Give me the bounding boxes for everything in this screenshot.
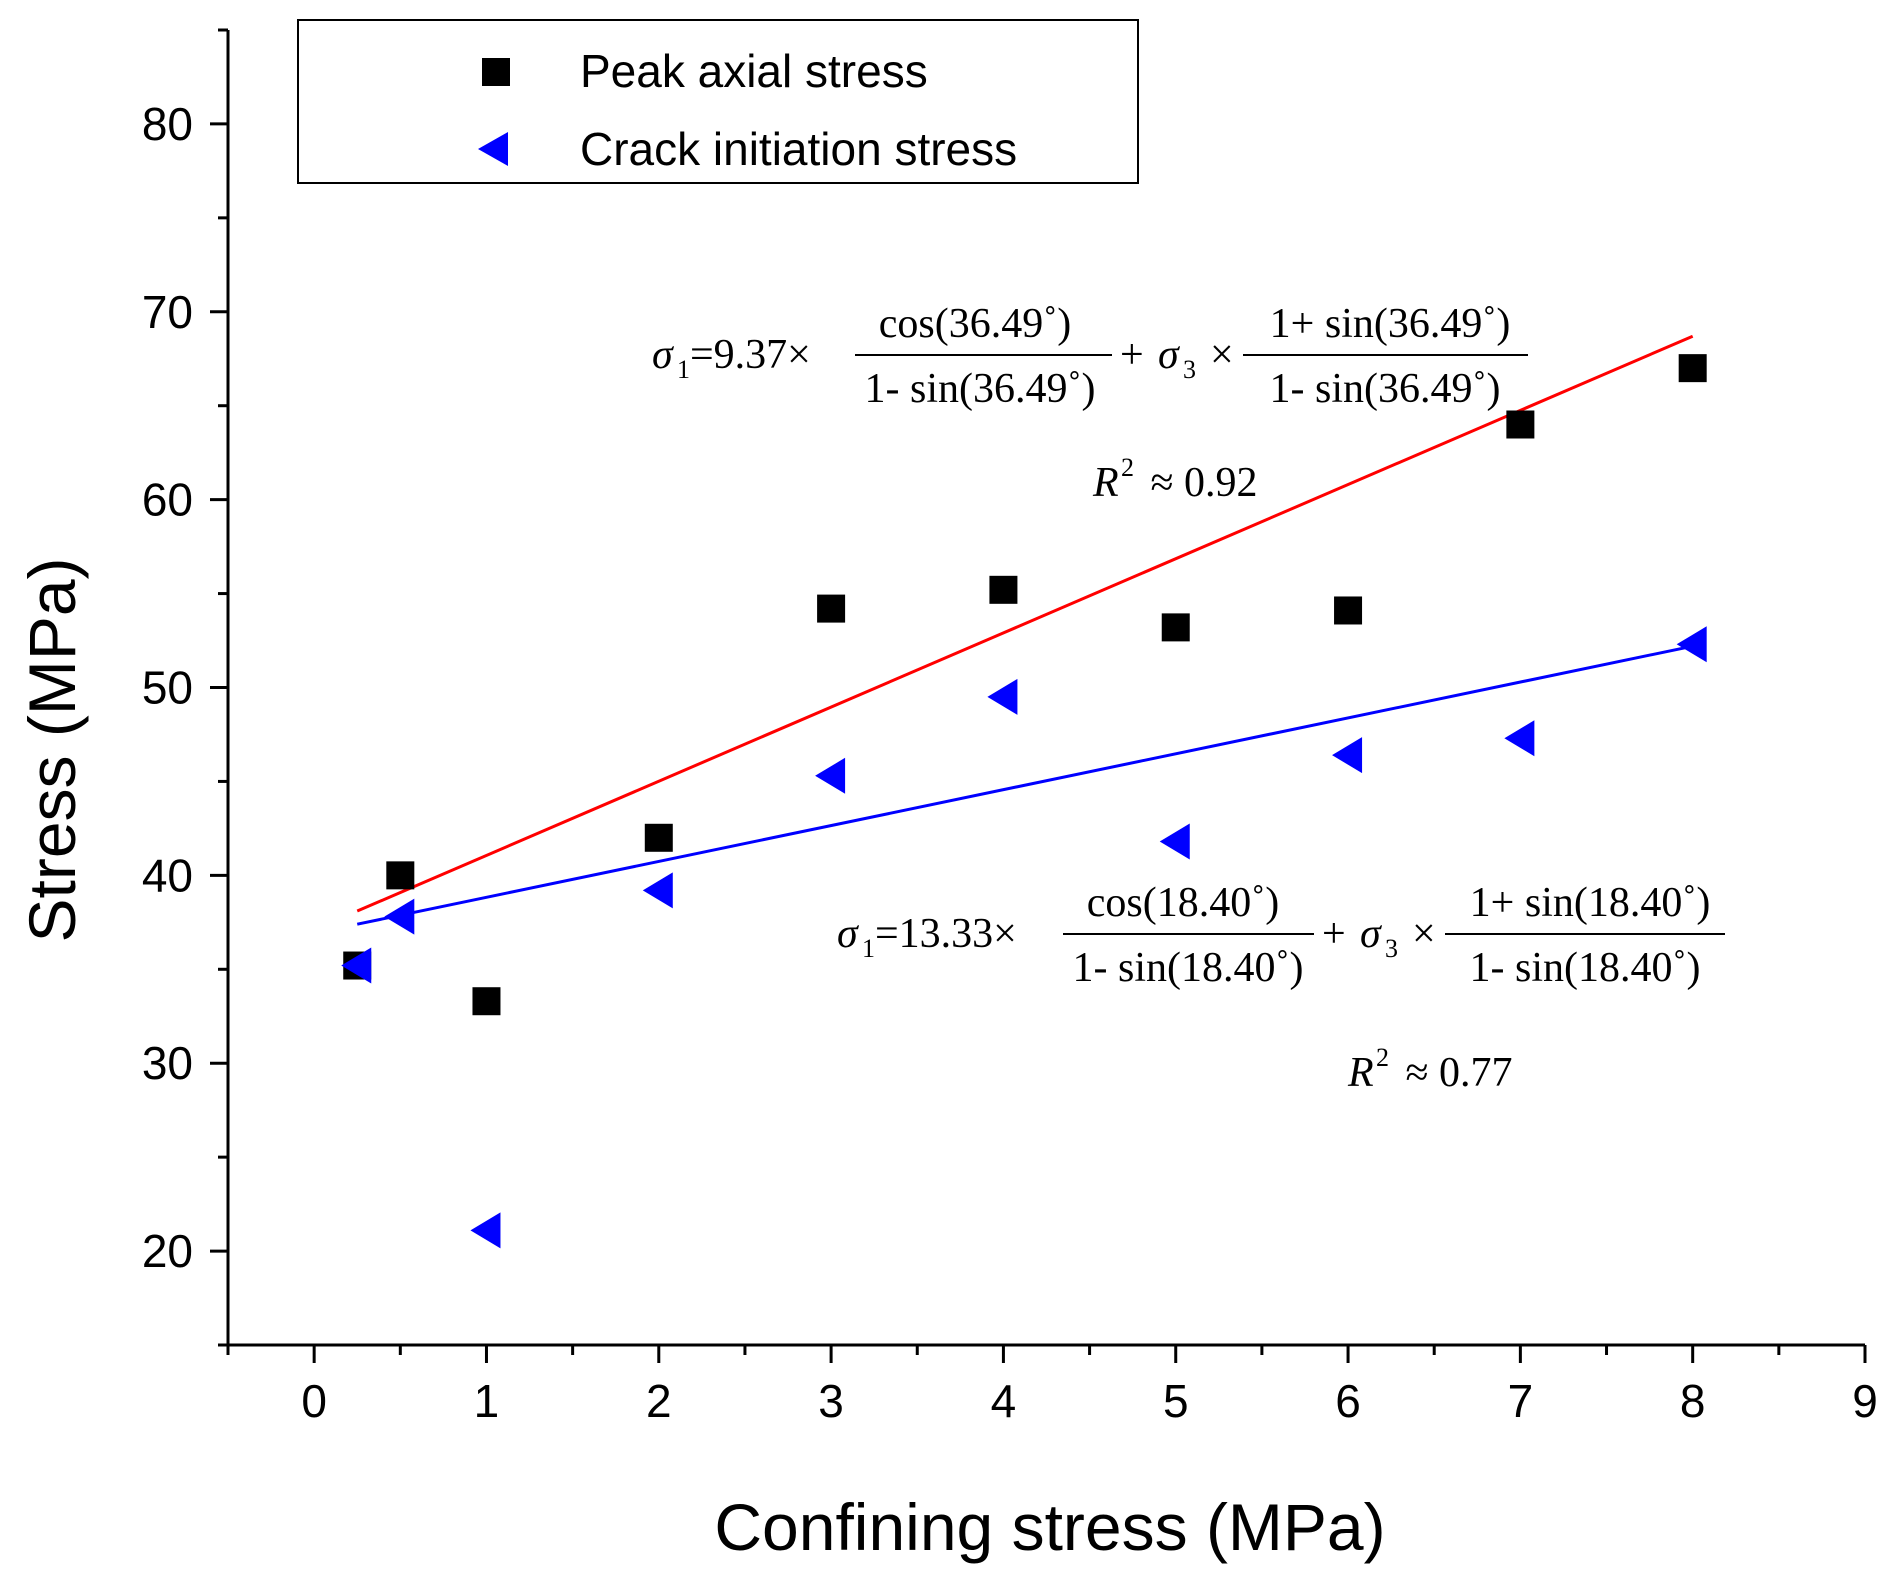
x-tick-label: 8	[1680, 1375, 1706, 1427]
crack-initiation-stress-point	[642, 872, 673, 909]
peak-axial-stress-point	[1506, 410, 1535, 439]
eq2-sigma1-sub: 1	[862, 934, 875, 963]
y-tick-label: 30	[142, 1037, 193, 1089]
eq1-frac2-numerator: 1+ sin(36.49˚)	[1270, 301, 1511, 347]
crack-initiation-stress-point	[815, 757, 846, 794]
axes: 0 1 2 3 4 5 6 7 8 9 20 30 40 50 60 70 80	[142, 28, 1878, 1427]
eq2-sigma3: σ	[1360, 911, 1383, 957]
eq2-r2-value: ≈ 0.77	[1395, 1050, 1513, 1096]
eq1-sigma3-sub: 3	[1183, 355, 1196, 384]
crack-initiation-stress-point	[987, 678, 1018, 715]
crack-initiation-stress-point	[384, 898, 415, 935]
x-axis-title: Confining stress (MPa)	[714, 1490, 1385, 1564]
crack-fit-equation: σ 1 =13.33× cos(18.40˚) 1- sin(18.40˚) +…	[837, 880, 1725, 991]
eq1-sigma1: σ	[652, 332, 675, 378]
markers	[341, 354, 1707, 1249]
peak-fit-r2: R 2 ≈ 0.92	[1092, 453, 1258, 506]
eq1-r2-label: R	[1092, 460, 1119, 506]
eq1-r2-exponent: 2	[1121, 453, 1134, 482]
x-tick-label: 1	[474, 1375, 500, 1427]
eq2-frac1-denominator: 1- sin(18.40˚)	[1073, 945, 1304, 991]
x-tick-label: 4	[991, 1375, 1017, 1427]
y-tick-label: 60	[142, 474, 193, 526]
y-tick-label: 20	[142, 1225, 193, 1277]
eq1-r2-value: ≈ 0.92	[1140, 460, 1258, 506]
peak-axial-stress-point	[1161, 613, 1190, 642]
crack-fit-r2: R 2 ≈ 0.77	[1347, 1043, 1513, 1096]
crack-initiation-stress-point	[1159, 823, 1190, 860]
crack-initiation-stress-point	[341, 947, 372, 984]
crack-initiation-stress-point	[470, 1212, 501, 1249]
eq1-plus: +	[1120, 332, 1144, 378]
legend-peak-label: Peak axial stress	[580, 45, 928, 97]
y-tick-label: 40	[142, 849, 193, 901]
legend-crack-label: Crack initiation stress	[580, 123, 1017, 175]
crack-initiation-stress-point	[1676, 626, 1707, 663]
x-tick-label: 6	[1335, 1375, 1361, 1427]
x-tick-label: 3	[818, 1375, 844, 1427]
eq1-sigma1-sub: 1	[677, 355, 690, 384]
legend-crack-marker	[478, 132, 508, 166]
peak-axial-stress-point	[817, 594, 846, 623]
peak-fit-line	[356, 334, 1694, 913]
crack-initiation-stress-point	[1504, 720, 1535, 757]
peak-axial-stress-point	[644, 823, 673, 852]
y-tick-label: 70	[142, 286, 193, 338]
x-tick-label: 7	[1508, 1375, 1534, 1427]
eq1-sigma3: σ	[1158, 332, 1181, 378]
y-tick-label: 80	[142, 98, 193, 150]
legend-peak-marker	[482, 58, 510, 86]
eq2-times: ×	[1412, 911, 1436, 957]
eq1-times: ×	[1210, 332, 1234, 378]
x-tick-label: 9	[1852, 1375, 1878, 1427]
eq2-frac2-numerator: 1+ sin(18.40˚)	[1470, 880, 1711, 926]
eq2-r2-label: R	[1347, 1050, 1374, 1096]
eq1-frac1-denominator: 1- sin(36.49˚)	[865, 366, 1096, 412]
peak-axial-stress-point	[1334, 596, 1363, 625]
eq2-frac1-numerator: cos(18.40˚)	[1087, 880, 1279, 926]
x-tick-label: 5	[1163, 1375, 1189, 1427]
eq2-coefficient: =13.33×	[875, 911, 1017, 957]
crack-fit-line	[356, 644, 1693, 926]
eq1-frac1-numerator: cos(36.49˚)	[879, 301, 1071, 347]
peak-axial-stress-point	[472, 987, 501, 1016]
eq2-frac2-denominator: 1- sin(18.40˚)	[1470, 945, 1701, 991]
legend: Peak axial stress Crack initiation stres…	[297, 19, 1139, 184]
eq2-r2-exponent: 2	[1376, 1043, 1389, 1072]
legend-frame	[297, 19, 1139, 184]
eq1-coefficient: =9.37×	[690, 332, 811, 378]
eq2-sigma3-sub: 3	[1385, 934, 1398, 963]
peak-fit-equation: σ 1 =9.37× cos(36.49˚) 1- sin(36.49˚) + …	[652, 301, 1528, 412]
eq2-plus: +	[1322, 911, 1346, 957]
eq2-sigma1: σ	[837, 911, 860, 957]
fit-lines	[356, 334, 1694, 926]
x-tick-label: 2	[646, 1375, 672, 1427]
peak-axial-stress-point	[989, 575, 1018, 604]
crack-initiation-stress-point	[1332, 737, 1363, 774]
peak-axial-stress-point	[386, 861, 415, 890]
eq1-frac2-denominator: 1- sin(36.49˚)	[1270, 366, 1501, 412]
peak-axial-stress-point	[1678, 354, 1707, 383]
y-axis-title: Stress (MPa)	[15, 557, 89, 942]
x-tick-label: 0	[301, 1375, 327, 1427]
y-tick-label: 50	[142, 662, 193, 714]
